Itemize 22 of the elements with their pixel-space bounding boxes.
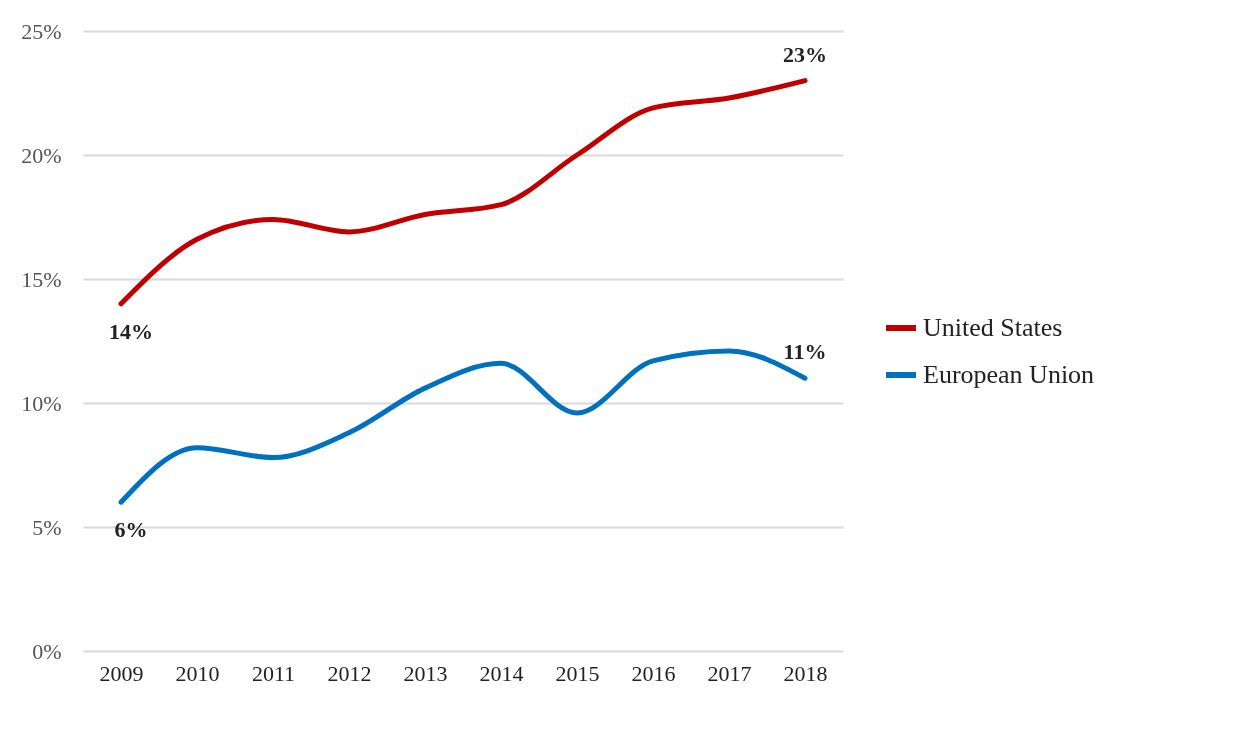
y-tick-label: 10% bbox=[21, 390, 62, 416]
y-tick-label: 5% bbox=[32, 514, 62, 540]
x-tick-label: 2009 bbox=[99, 660, 144, 686]
x-tick-label: 2016 bbox=[631, 660, 676, 686]
y-tick-label: 15% bbox=[21, 266, 62, 292]
y-tick-label: 25% bbox=[21, 18, 62, 44]
x-tick-label: 2010 bbox=[175, 660, 220, 686]
x-tick-label: 2017 bbox=[707, 660, 752, 686]
x-tick-label: 2012 bbox=[327, 660, 372, 686]
y-tick-label: 0% bbox=[32, 638, 62, 664]
x-tick-label: 2011 bbox=[251, 660, 296, 686]
x-tick-label: 2018 bbox=[783, 660, 828, 686]
legend-label: United States bbox=[923, 313, 1063, 342]
legend-label: European Union bbox=[923, 360, 1095, 389]
y-tick-label: 20% bbox=[21, 142, 62, 168]
data-label: 14% bbox=[109, 318, 153, 344]
x-tick-label: 2014 bbox=[479, 660, 524, 686]
x-tick-label: 2015 bbox=[555, 660, 600, 686]
data-label: 11% bbox=[783, 339, 827, 365]
x-tick-label: 2013 bbox=[403, 660, 448, 686]
data-label: 6% bbox=[114, 517, 148, 543]
data-label: 23% bbox=[783, 41, 827, 67]
